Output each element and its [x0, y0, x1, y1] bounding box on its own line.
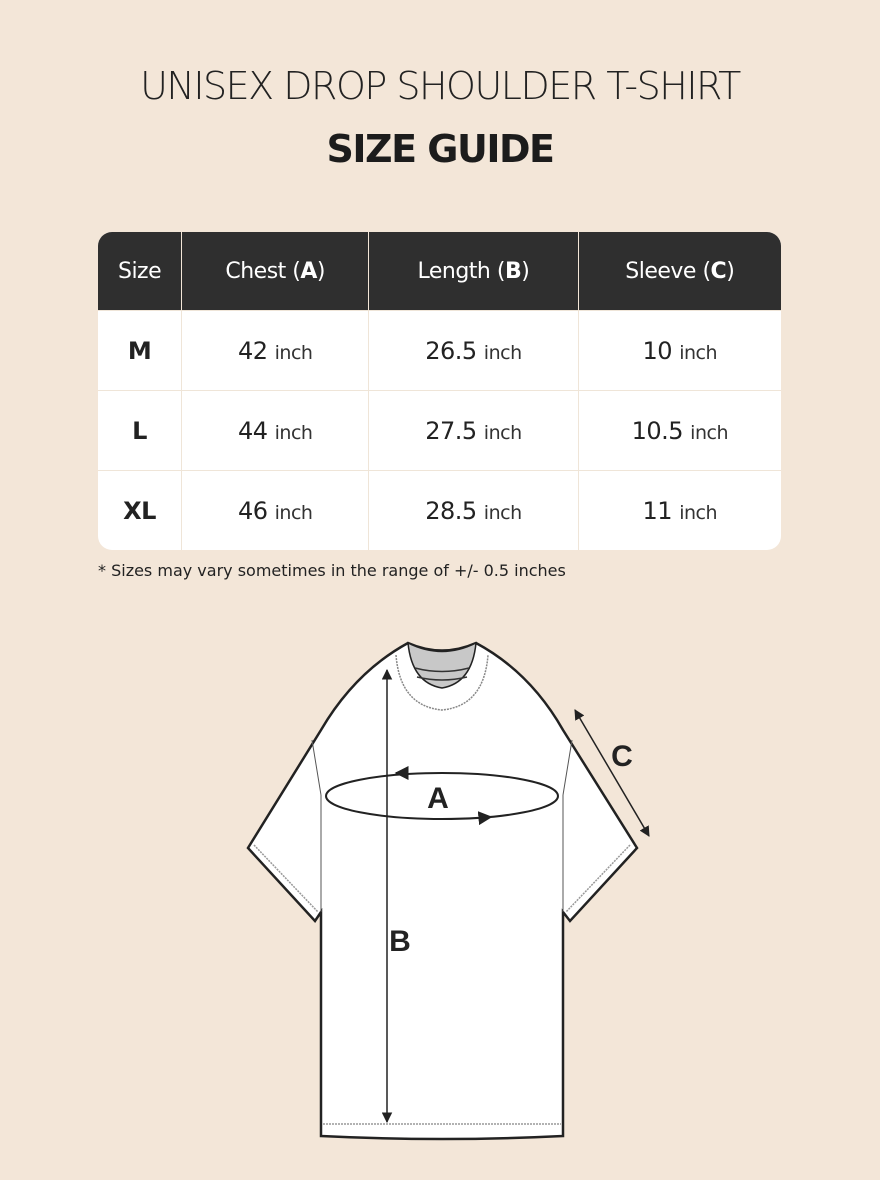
size-cell: XL [98, 470, 183, 550]
length-cell: 27.5 inch [369, 390, 579, 470]
sleeve-value: 10.5 [631, 416, 684, 445]
unit-label: inch [274, 421, 313, 444]
length-value: 26.5 [425, 336, 477, 365]
unit-label: inch [483, 421, 522, 444]
chest-cell: 44 inch [182, 390, 370, 470]
sleeve-cell: 10.5 inch [578, 390, 781, 470]
chest-value: 44 [237, 416, 268, 445]
chest-value: 42 [237, 336, 268, 365]
page-title: SIZE GUIDE [326, 127, 555, 171]
table-header-row: Size Chest (A) Length (B) Sleeve (C) [98, 232, 781, 310]
unit-label: inch [690, 421, 728, 444]
header-key: A [300, 258, 317, 284]
size-cell: L [98, 390, 183, 470]
unit-label: inch [483, 341, 522, 364]
column-header-chest: Chest (A) [182, 232, 370, 310]
size-cell: M [98, 310, 183, 390]
label-b: B [389, 925, 411, 958]
table-row: XL 46 inch 28.5 inch 11 inch [98, 470, 781, 550]
column-header-sleeve: Sleeve (C) [578, 232, 781, 310]
column-header-size: Size [98, 232, 183, 310]
table-row: M 42 inch 26.5 inch 10 inch [98, 310, 781, 390]
chest-cell: 42 inch [182, 310, 370, 390]
sleeve-value: 10 [642, 336, 673, 365]
table-row: L 44 inch 27.5 inch 10.5 inch [98, 390, 781, 470]
unit-label: inch [679, 341, 718, 364]
column-header-length: Length (B) [369, 232, 579, 310]
header-label: Sleeve ( [625, 258, 711, 284]
chest-value: 46 [237, 496, 268, 525]
unit-label: inch [679, 501, 718, 524]
sleeve-cell: 10 inch [578, 310, 781, 390]
label-c: C [611, 740, 633, 773]
sleeve-cell: 11 inch [578, 470, 781, 550]
label-a: A [427, 782, 449, 815]
unit-label: inch [274, 501, 313, 524]
header-label: Chest ( [225, 258, 301, 284]
unit-label: inch [483, 501, 522, 524]
header-key: C [710, 258, 727, 284]
length-value: 27.5 [425, 416, 477, 445]
length-value: 28.5 [425, 496, 477, 525]
length-cell: 28.5 inch [369, 470, 579, 550]
unit-label: inch [274, 341, 313, 364]
collar-inner [407, 641, 477, 689]
length-cell: 26.5 inch [369, 310, 579, 390]
chest-cell: 46 inch [182, 470, 370, 550]
size-note: * Sizes may vary sometimes in the range … [98, 561, 566, 580]
header-label: Size [117, 258, 162, 284]
sleeve-value: 11 [642, 496, 673, 525]
product-title: UNISEX DROP SHOULDER T-SHIRT [140, 64, 741, 108]
header-key: B [504, 258, 522, 284]
size-table: Size Chest (A) Length (B) Sleeve (C) M 42… [98, 232, 781, 550]
header-label: Length ( [417, 258, 505, 284]
